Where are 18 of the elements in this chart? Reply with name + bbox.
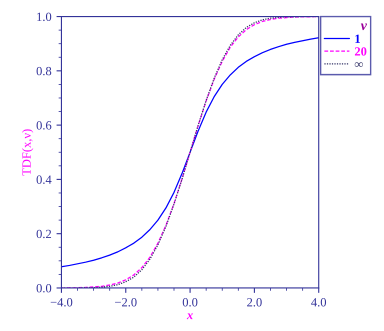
x-axis-title: x	[186, 313, 193, 320]
legend-label: ∞	[354, 62, 363, 67]
x-tick-label: 2.0	[247, 298, 262, 307]
y-tick-label: 1.0	[37, 12, 52, 22]
x-tick-label: 4.0	[311, 298, 326, 307]
x-tick-label: 0.0	[182, 298, 198, 307]
y-tick-label: 0.8	[36, 66, 52, 76]
legend-title: ν	[360, 24, 368, 30]
y-tick-label: 0.4	[36, 175, 52, 184]
x-tick-label: −2.0	[115, 298, 137, 307]
y-tick-label: 0.2	[36, 230, 52, 238]
y-axis-title: TDF(x,ν)	[22, 129, 34, 176]
legend-label: 1	[355, 34, 360, 43]
x-tick-label: −4.0	[50, 298, 72, 307]
y-tick-label: 0.0	[36, 284, 52, 292]
line-series	[61, 37, 319, 268]
legend-label: 20	[354, 47, 366, 56]
y-tick-label: 0.6	[36, 121, 52, 130]
